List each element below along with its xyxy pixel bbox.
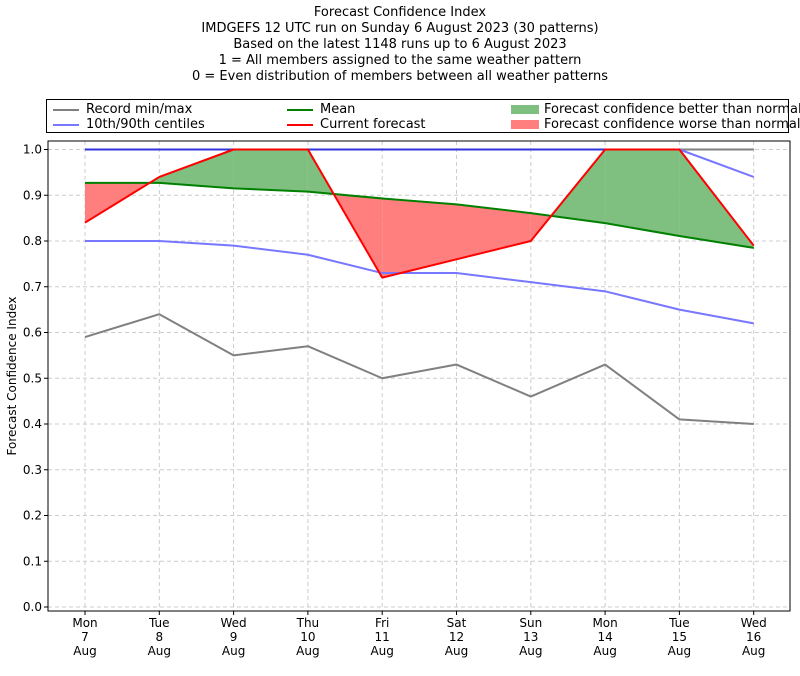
- y-tick-label: 0.3: [23, 463, 42, 477]
- y-tick-label: 0.6: [23, 326, 42, 340]
- x-axis-ticks: Mon7AugTue8AugWed9AugThu10AugFri11AugSat…: [72, 611, 767, 658]
- x-tick-label: Aug: [222, 644, 245, 658]
- legend-label-mean: Mean: [320, 102, 356, 117]
- x-tick-label: Aug: [148, 644, 171, 658]
- x-tick-label: Thu: [296, 616, 320, 630]
- y-tick-label: 0.0: [23, 600, 42, 614]
- x-tick-label: Sun: [519, 616, 542, 630]
- x-tick-label: Fri: [375, 616, 389, 630]
- legend-label-centiles: 10th/90th centiles: [86, 117, 205, 132]
- chart-title: Forecast Confidence Index: [313, 5, 487, 20]
- legend-label-record: Record min/max: [86, 102, 193, 117]
- x-tick-label: Tue: [148, 616, 170, 630]
- chart-legend: Record min/max 10th/90th centiles Mean C…: [46, 99, 800, 133]
- x-tick-label: Sat: [447, 616, 467, 630]
- legend-swatch-current: [287, 123, 313, 126]
- legend-label-current: Current forecast: [320, 117, 426, 132]
- x-tick-label: Wed: [221, 616, 247, 630]
- x-tick-label: 7: [81, 630, 89, 644]
- record-min-line: [84, 313, 754, 425]
- legend-swatch-centiles: [53, 123, 79, 126]
- y-tick-label: 0.7: [23, 280, 42, 294]
- x-tick-label: Aug: [370, 644, 393, 658]
- legend-item-worse: Forecast confidence worse than normal: [511, 117, 800, 132]
- current-forecast-line: [84, 148, 755, 279]
- x-tick-label: Aug: [742, 644, 765, 658]
- x-tick-label: 14: [597, 630, 612, 644]
- x-tick-label: Aug: [296, 644, 319, 658]
- y-tick-label: 0.9: [23, 188, 42, 202]
- x-tick-label: 9: [230, 630, 238, 644]
- legend-swatch-record: [53, 108, 79, 111]
- chart-subtitle-basis: Based on the latest 1148 runs up to 6 Au…: [233, 37, 567, 52]
- confidence-better-area: [551, 149, 606, 224]
- x-tick-label: 12: [449, 630, 464, 644]
- legend-label-better: Forecast confidence better than normal: [544, 102, 800, 117]
- legend-item-centiles: 10th/90th centiles: [53, 117, 205, 132]
- confidence-fills: [85, 149, 754, 278]
- confidence-better-area: [605, 149, 680, 236]
- legend-item-current: Current forecast: [287, 117, 426, 132]
- y-tick-label: 0.8: [23, 234, 42, 248]
- confidence-better-area: [233, 149, 308, 192]
- legend-swatch-better: [511, 105, 539, 114]
- chart-title-block: Forecast Confidence Index IMDGEFS 12 UTC…: [0, 5, 800, 85]
- y-tick-label: 1.0: [23, 143, 42, 157]
- x-tick-label: Wed: [741, 616, 767, 630]
- confidence-worse-area: [382, 198, 457, 278]
- x-tick-label: 15: [672, 630, 687, 644]
- legend-item-mean: Mean: [287, 102, 355, 117]
- mean-line: [85, 181, 754, 249]
- x-tick-label: Aug: [73, 644, 96, 658]
- confidence-better-area: [159, 149, 234, 189]
- chart-note-one: 1 = All members assigned to the same wea…: [218, 53, 582, 68]
- legend-swatch-mean: [287, 108, 313, 111]
- x-tick-label: 11: [375, 630, 390, 644]
- x-tick-label: Mon: [592, 616, 617, 630]
- legend-item-better: Forecast confidence better than normal: [511, 102, 800, 117]
- x-tick-label: 8: [155, 630, 163, 644]
- y-tick-label: 0.1: [23, 554, 42, 568]
- y-tick-label: 0.5: [23, 371, 42, 385]
- series-lines: [84, 148, 755, 425]
- legend-item-record: Record min/max: [53, 102, 192, 117]
- x-tick-label: Aug: [593, 644, 616, 658]
- x-tick-label: Mon: [72, 616, 97, 630]
- x-tick-label: Aug: [445, 644, 468, 658]
- x-tick-label: Aug: [668, 644, 691, 658]
- y-tick-label: 0.2: [23, 509, 42, 523]
- y-axis-ticks: 0.0 0.1 0.2 0.3 0.4 0.5 0.6 0.7 0.8 0.9 1.0: [23, 143, 48, 614]
- x-tick-label: Tue: [668, 616, 690, 630]
- plot-frame: [47, 140, 791, 612]
- x-tick-label: 10: [300, 630, 315, 644]
- x-tick-label: Aug: [519, 644, 542, 658]
- x-tick-label: 16: [746, 630, 761, 644]
- legend-label-worse: Forecast confidence worse than normal: [544, 117, 800, 132]
- x-tick-label: 13: [523, 630, 538, 644]
- centile-10th-line: [85, 240, 754, 325]
- y-axis-label: Forecast Confidence Index: [5, 297, 19, 456]
- y-tick-label: 0.4: [23, 417, 42, 431]
- chart-note-zero: 0 = Even distribution of members between…: [191, 69, 609, 84]
- chart-subtitle-run: IMDGEFS 12 UTC run on Sunday 6 August 20…: [201, 21, 599, 36]
- legend-swatch-worse: [511, 120, 539, 129]
